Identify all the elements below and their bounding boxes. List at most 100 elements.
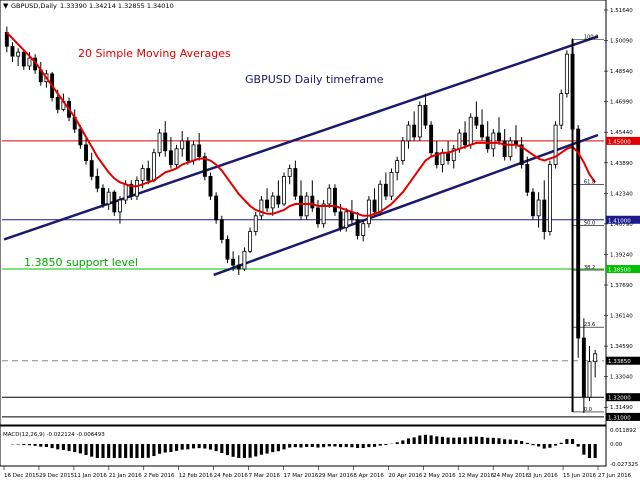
macd-bar [452, 438, 455, 444]
time-tick-label: 21 Jan 2016 [109, 473, 142, 479]
macd-bar [345, 444, 348, 447]
macd-bar [147, 444, 150, 458]
candle-body [316, 208, 319, 224]
macd-bar [571, 439, 574, 444]
candle-body [101, 188, 104, 204]
macd-bar [469, 437, 472, 444]
candle-body [232, 259, 235, 265]
macd-bar [107, 444, 110, 458]
time-tick-label: 8 Apr 2016 [353, 473, 384, 479]
macd-bar [34, 444, 37, 446]
candle-body [469, 117, 472, 145]
macd-bar [277, 444, 280, 451]
fib-level-label: 50.0 [584, 221, 595, 227]
macd-bar [164, 444, 167, 453]
candle-body [447, 153, 450, 161]
macd-bar [588, 444, 591, 458]
macd-bar [373, 444, 376, 447]
candle-body [181, 141, 184, 149]
candle-body [90, 161, 93, 177]
macd-bar [90, 444, 93, 457]
candle-body [260, 200, 263, 216]
candle-body [526, 165, 529, 193]
macd-bar [548, 444, 551, 448]
macd-bar [271, 444, 274, 452]
time-tick-label: 2 May 2016 [423, 473, 456, 479]
candle-body [367, 200, 370, 224]
price-tag-label: 1.32000 [608, 396, 631, 402]
candle-body [243, 251, 246, 269]
candle-body [480, 125, 483, 137]
macd-bar [430, 435, 433, 444]
candle-body [560, 94, 563, 126]
candle-body [413, 125, 416, 137]
macd-bar [305, 444, 308, 447]
candle-body [401, 141, 404, 161]
macd-bar [266, 444, 269, 454]
candle-body [464, 133, 467, 145]
macd-bar [249, 444, 252, 458]
price-tick-label: 1.39240 [610, 252, 633, 258]
macd-bar [424, 435, 427, 444]
price-tag-label: 1.33850 [608, 359, 631, 365]
candle-body [96, 176, 99, 188]
symbol-label: GBPUSD,Daily [11, 2, 57, 10]
macd-bar [203, 444, 206, 449]
macd-bar [152, 444, 155, 456]
candle-body [305, 196, 308, 216]
price-tick-label: 1.42340 [610, 191, 633, 197]
price-tick-label: 1.48540 [610, 69, 633, 75]
macd-bar [294, 444, 297, 447]
candle-body [282, 176, 285, 204]
macd-bar [209, 444, 212, 450]
candle-body [379, 184, 382, 212]
macd-bar [537, 444, 540, 446]
candle-body [407, 125, 410, 141]
macd-bar [299, 444, 302, 447]
candle-body [164, 133, 167, 151]
macd-bar [175, 444, 178, 451]
price-tick-label: 1.43890 [610, 161, 633, 167]
candle-body [548, 165, 551, 232]
candle-body [107, 192, 110, 204]
candle-body [215, 196, 218, 220]
macd-bar [514, 440, 517, 444]
macd-bar [39, 444, 42, 447]
time-tick-label: 3 Jun 2016 [528, 473, 558, 479]
macd-bar [135, 444, 138, 458]
macd-bar [413, 437, 416, 444]
price-tick-label: 1.50090 [610, 39, 633, 45]
candle-body [288, 169, 291, 177]
candle-body [543, 200, 546, 232]
macd-bar [220, 444, 223, 453]
fib-level-label: 38.2 [584, 265, 595, 271]
candle-body [294, 169, 297, 197]
macd-bar [316, 444, 319, 448]
collapse-arrow-icon[interactable]: ▼ [3, 2, 9, 10]
price-tick-label: 1.33040 [610, 375, 633, 381]
macd-bar [243, 444, 246, 458]
candle-body [209, 176, 212, 196]
candle-body [503, 141, 506, 157]
candle-body [152, 153, 155, 181]
macd-bar [56, 444, 59, 449]
candle-body [356, 220, 359, 236]
price-tag-label: 1.31000 [608, 415, 631, 421]
price-tag-label: 1.38500 [608, 268, 631, 274]
ohlc-quotes: 1.33390 1.34214 1.32855 1.34010 [60, 2, 174, 10]
candle-body [430, 125, 433, 153]
macd-bar [237, 444, 240, 458]
candle-body [56, 98, 59, 110]
macd-bar [356, 444, 359, 448]
time-tick-label: 20 Apr 2016 [388, 473, 423, 479]
candle-body [396, 161, 399, 173]
macd-bar [503, 439, 506, 444]
macd-bar [339, 444, 342, 447]
macd-bar [362, 444, 365, 448]
macd-scale-top: 0.011892 [610, 428, 636, 434]
candle-body [271, 196, 274, 208]
macd-bar [594, 444, 597, 458]
price-tick-label: 1.37690 [610, 283, 633, 289]
timeframe-annotation: GBPUSD Daily timeframe [245, 73, 384, 86]
